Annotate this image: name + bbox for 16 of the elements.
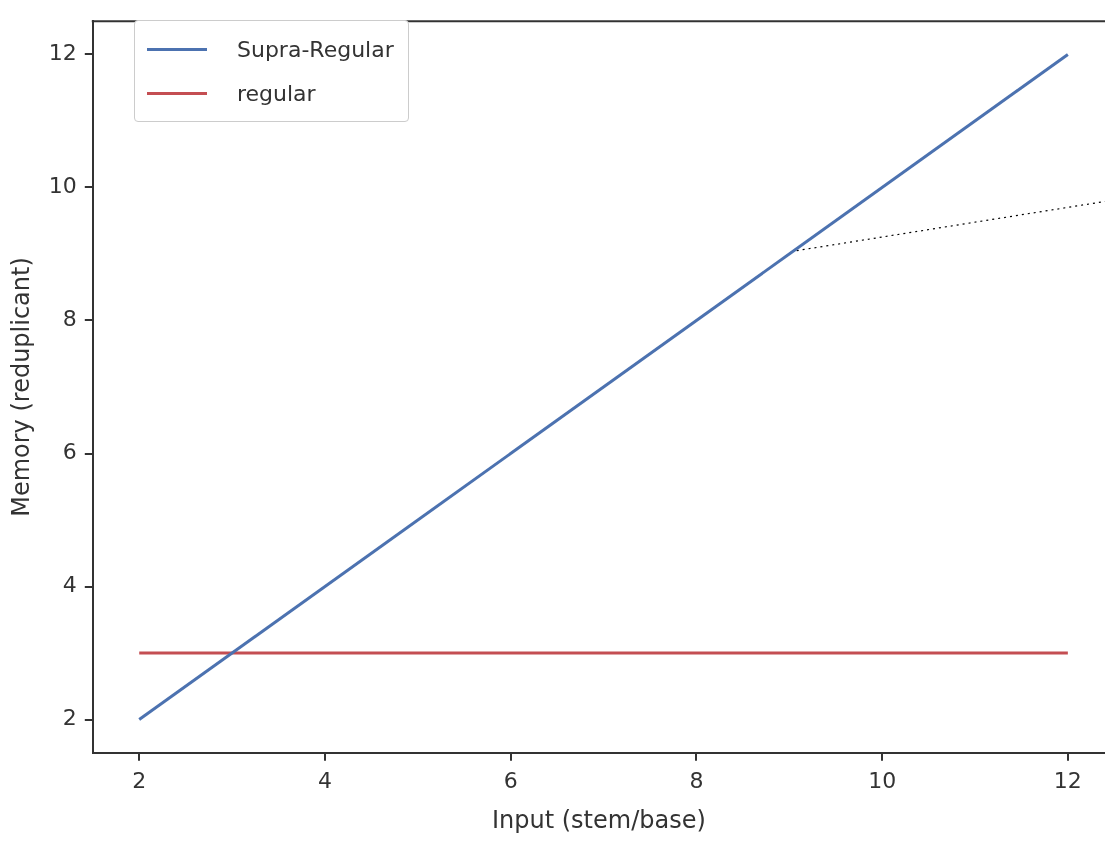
x-tick-label: 4: [317, 767, 332, 793]
x-tick-label: 6: [503, 767, 518, 793]
y-tick-label: 12: [48, 40, 77, 66]
y-tick-label: 10: [48, 173, 77, 199]
x-axis-title: Input (stem/base): [491, 805, 706, 834]
y-tick-label: 6: [62, 439, 77, 465]
y-tick-label: 8: [62, 306, 77, 332]
x-tick-label: 2: [132, 767, 147, 793]
x-tick-label: 8: [689, 767, 704, 793]
legend-label: regular: [237, 80, 316, 106]
legend-label: Supra-Regular: [237, 36, 394, 62]
y-tick-label: 4: [62, 572, 77, 598]
y-tick-label: 2: [62, 705, 77, 731]
y-axis-title: Memory (reduplicant): [6, 257, 35, 517]
x-tick-label: 10: [868, 767, 897, 793]
x-tick-label: 12: [1053, 767, 1082, 793]
